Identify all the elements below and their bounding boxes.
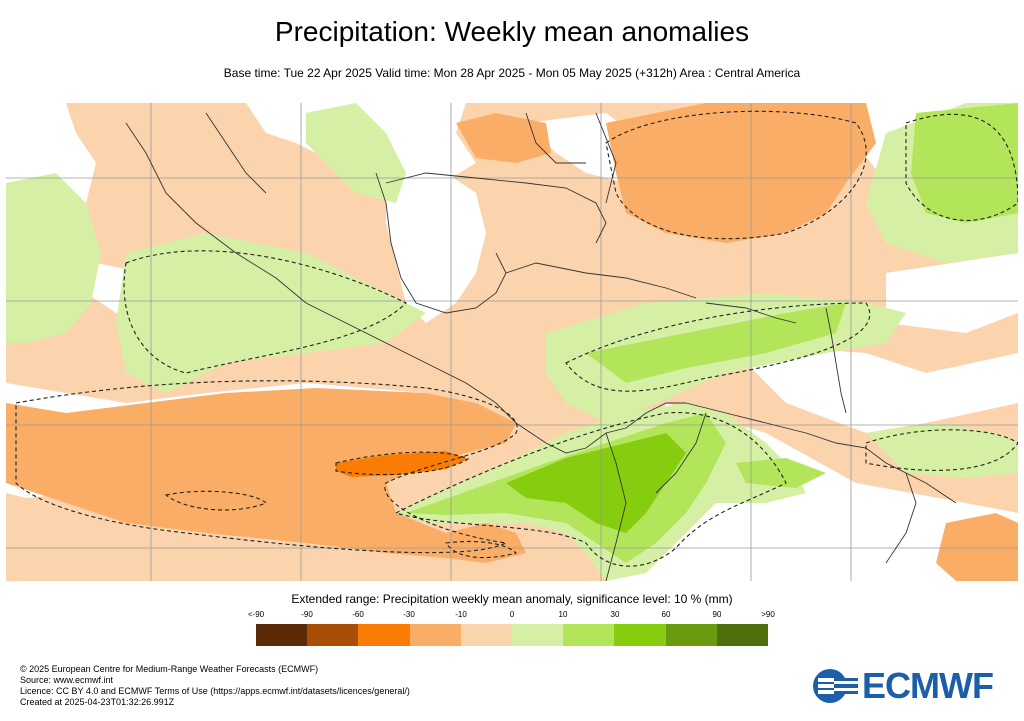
anomaly-map: [6, 103, 1018, 581]
legend-swatch: [716, 624, 769, 646]
legend-swatch: [512, 624, 564, 646]
lat-lon-grid: [6, 103, 1018, 581]
footer-source: Source: www.ecmwf.int: [20, 675, 114, 685]
ecmwf-logo-text: ECMWF: [862, 665, 994, 706]
chart-subtitle: Base time: Tue 22 Apr 2025 Valid time: M…: [223, 66, 801, 80]
ecmwf-logo-icon: [813, 669, 858, 703]
legend-swatch: [665, 624, 717, 646]
legend-swatch: [307, 624, 359, 646]
legend-swatch: [256, 624, 308, 646]
legend-label: -60: [352, 610, 364, 619]
legend-swatch: [614, 624, 666, 646]
legend-swatch: [358, 624, 410, 646]
legend-labels: <-90 -90 -60 -30 -10 0 10 30 60 90 >90: [230, 610, 794, 622]
legend-swatch: [409, 624, 461, 646]
legend-color-bar: [256, 624, 769, 646]
footer-licence: Licence: CC BY 4.0 and ECMWF Terms of Us…: [20, 686, 410, 696]
ecmwf-logo: ECMWF: [812, 665, 1008, 706]
footer: © 2025 European Centre for Medium-Range …: [20, 664, 410, 708]
legend-label: -10: [455, 610, 467, 619]
strong-dry-core: [336, 451, 468, 477]
legend-title: Extended range: Precipitation weekly mea…: [291, 592, 733, 606]
legend-swatch: [460, 624, 513, 646]
legend-label: >90: [761, 610, 775, 619]
coastlines: [125, 112, 957, 581]
chart-title: Precipitation: Weekly mean anomalies: [274, 16, 750, 47]
legend-swatch: [563, 624, 615, 646]
significance-contours: [15, 110, 1018, 567]
legend-label: <-90: [247, 610, 265, 619]
footer-created: Created at 2025-04-23T01:32:26.991Z: [20, 697, 175, 707]
legend-label: 10: [558, 610, 568, 619]
very-wet-core: [506, 433, 686, 533]
legend-label: -30: [403, 610, 415, 619]
dry-anomaly-regions: [6, 103, 1018, 581]
legend-label: 30: [610, 610, 620, 619]
legend-label: 60: [661, 610, 671, 619]
legend-label: 90: [712, 610, 722, 619]
legend-label: 0: [509, 610, 515, 619]
legend-label: -90: [301, 610, 313, 619]
footer-copyright: © 2025 European Centre for Medium-Range …: [20, 664, 319, 674]
